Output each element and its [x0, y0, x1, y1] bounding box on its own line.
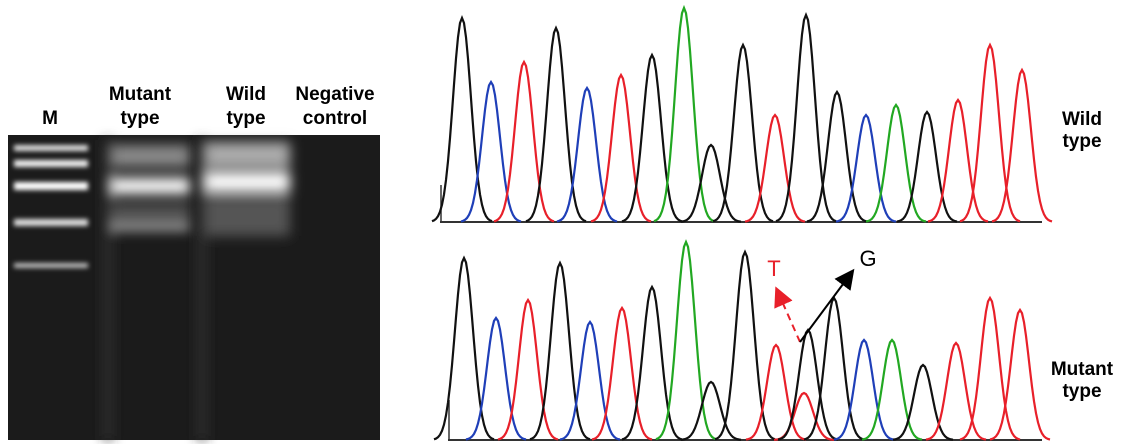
lane-label: M — [42, 108, 58, 129]
peak — [892, 363, 954, 441]
peak — [431, 15, 493, 223]
lane-label: control — [303, 108, 367, 129]
chromatograms — [431, 4, 1053, 441]
peak — [775, 12, 837, 223]
peak — [680, 380, 742, 441]
peak — [991, 67, 1053, 223]
lane-labels: M Mutant type Wild type Negative control — [42, 84, 375, 129]
peak — [655, 239, 717, 441]
g-arrow — [799, 268, 855, 343]
peak — [680, 143, 742, 223]
peak — [865, 103, 927, 223]
mutant-base-label: G — [859, 246, 876, 271]
peak — [833, 338, 895, 441]
trace-label: Mutant — [1051, 359, 1114, 380]
peak — [621, 52, 683, 223]
peak — [927, 98, 989, 223]
peak — [806, 89, 868, 223]
peak — [861, 338, 923, 441]
peak — [803, 295, 865, 441]
peak — [559, 320, 621, 441]
peak — [556, 85, 618, 223]
peak — [773, 391, 835, 441]
peak — [460, 79, 522, 223]
peak — [653, 4, 715, 223]
peak — [590, 72, 652, 223]
peak — [465, 316, 527, 441]
lane-label: type — [226, 108, 265, 129]
lane-label: type — [120, 108, 159, 129]
peak — [925, 341, 987, 441]
peak — [959, 295, 1021, 441]
gel-background — [8, 135, 380, 440]
wild-bands — [198, 140, 290, 440]
peak — [529, 260, 591, 441]
marker-bands — [14, 145, 88, 268]
peak — [493, 59, 555, 223]
peak — [745, 343, 807, 441]
peak — [959, 42, 1021, 223]
peak — [835, 113, 897, 223]
lane-label: Wild — [226, 84, 266, 105]
mutant-bands — [104, 140, 190, 440]
peak — [712, 42, 774, 223]
peak — [433, 255, 495, 441]
peak — [525, 25, 587, 223]
peak — [497, 297, 559, 441]
t-arrow — [774, 286, 801, 343]
trace-label: Wild — [1062, 109, 1102, 130]
peak — [621, 284, 683, 441]
lane-label: Mutant — [109, 84, 172, 105]
lane-label: Negative — [295, 84, 374, 105]
peak — [777, 328, 839, 441]
peak — [744, 113, 806, 223]
wild-base-label: T — [767, 256, 780, 281]
peak — [591, 305, 653, 441]
peak — [714, 249, 776, 441]
trace-label: type — [1062, 131, 1101, 152]
peak — [989, 307, 1051, 441]
peak — [896, 110, 958, 223]
trace-label: type — [1062, 381, 1101, 402]
gel — [8, 135, 380, 440]
